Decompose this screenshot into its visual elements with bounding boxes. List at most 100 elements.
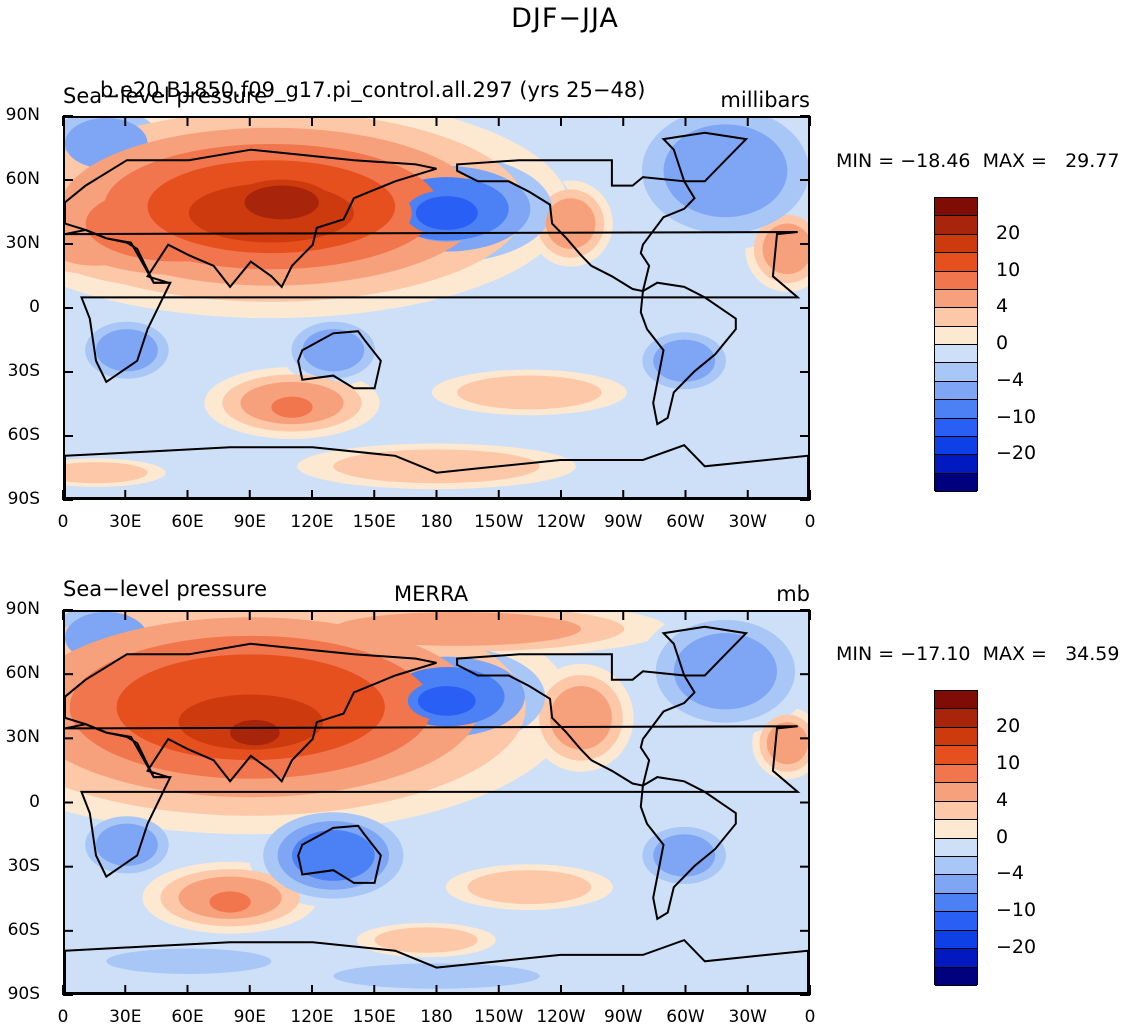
- colorbar-label: −10: [996, 405, 1037, 428]
- colorbar-segment: [935, 345, 977, 364]
- colorbar-label: 20: [996, 221, 1021, 244]
- colorbar-label: 0: [996, 332, 1009, 354]
- coastline: [297, 330, 382, 390]
- panel-units-label: millibars: [720, 88, 810, 112]
- panel-units-label: mb: [776, 582, 810, 606]
- lon-tick-label: 180: [420, 1007, 453, 1027]
- min-max-readout: MIN = −17.10 MAX = 34.59: [836, 643, 1120, 665]
- lon-tick-label: 30W: [728, 1007, 767, 1027]
- lat-tick-label: 60S: [7, 919, 40, 940]
- colorbar-segment: [935, 381, 977, 401]
- lon-tick-label: 150W: [474, 512, 524, 532]
- colorbar-segment: [935, 473, 977, 492]
- contour-region: [230, 719, 280, 746]
- colorbar-label: 4: [996, 788, 1009, 811]
- contour-region: [333, 612, 581, 646]
- colorbar-label: −4: [996, 368, 1025, 391]
- lon-tick-label: 60E: [171, 512, 204, 532]
- contour-region: [333, 963, 540, 989]
- lon-tick-label: 180: [420, 512, 453, 532]
- min-max-readout: MIN = −18.46 MAX = 29.77: [836, 150, 1120, 172]
- colorbar-segment: [935, 326, 977, 345]
- coastline: [65, 938, 808, 993]
- lon-tick-label: 90E: [233, 1007, 266, 1027]
- lon-tick-label: 60W: [666, 1007, 705, 1027]
- contour-region: [95, 329, 158, 372]
- colorbar-label: −4: [996, 862, 1025, 885]
- contour-region: [550, 686, 612, 750]
- colorbar-segment: [935, 198, 977, 217]
- colorbar-segment: [935, 949, 977, 968]
- contour-region: [498, 424, 623, 446]
- panel-case-title: MERRA: [394, 582, 469, 606]
- coastline: [661, 625, 749, 677]
- colorbar-segment: [935, 893, 977, 913]
- lat-tick-label: 90N: [5, 105, 40, 125]
- coastline: [65, 228, 801, 384]
- colorbar-segment: [935, 912, 977, 931]
- contour-region: [457, 375, 602, 410]
- lat-tick-label: 90N: [5, 599, 40, 619]
- map-plot: [63, 116, 810, 500]
- lon-tick-label: 0: [57, 512, 69, 532]
- colorbar-segment: [935, 455, 977, 474]
- colorbar-segment: [935, 727, 977, 747]
- colorbar-segment: [935, 436, 977, 456]
- map-plot: [63, 610, 810, 995]
- lat-tick-label: 30N: [5, 233, 40, 253]
- colorbar: [934, 690, 978, 986]
- colorbar-segment: [935, 856, 977, 876]
- lat-tick-label: 0: [29, 791, 40, 812]
- coastline: [456, 159, 696, 293]
- colorbar-segment: [935, 691, 977, 710]
- colorbar-segment: [935, 216, 977, 235]
- colorbar-segment: [935, 746, 977, 765]
- lon-tick-label: 120E: [290, 512, 334, 532]
- colorbar-label: −10: [996, 899, 1037, 922]
- coastline: [65, 444, 808, 498]
- colorbar-label: −20: [996, 442, 1037, 465]
- colorbar-segment: [935, 253, 977, 272]
- colorbar-segment: [935, 234, 977, 254]
- lon-tick-label: 90W: [604, 1007, 643, 1027]
- panel-variable-label: Sea−level pressure: [63, 577, 268, 601]
- coastline: [65, 148, 437, 289]
- contour-region: [65, 462, 148, 484]
- coastline: [456, 653, 696, 787]
- colorbar: [934, 197, 978, 492]
- lon-tick-label: 90E: [233, 512, 266, 532]
- contour-region: [271, 396, 313, 418]
- colorbar-segment: [935, 308, 977, 327]
- contour-region: [415, 196, 478, 230]
- colorbar-segment: [935, 709, 977, 728]
- lat-tick-label: 30N: [5, 727, 40, 748]
- colorbar-segment: [935, 418, 977, 437]
- lon-tick-label: 0: [804, 1007, 816, 1027]
- lon-tick-label: 0: [804, 512, 816, 532]
- colorbar-segment: [935, 783, 977, 802]
- colorbar-segment: [935, 764, 977, 784]
- coastline: [65, 642, 437, 784]
- coastline: [297, 824, 382, 884]
- lat-tick-label: 90S: [7, 489, 40, 509]
- lat-tick-label: 0: [29, 297, 40, 317]
- figure-title: DJF−JJA: [511, 3, 619, 34]
- contour-region: [95, 823, 158, 866]
- contour-region: [417, 686, 476, 716]
- colorbar-segment: [935, 930, 977, 950]
- lon-tick-label: 120E: [290, 1007, 334, 1027]
- lat-tick-label: 30S: [7, 361, 40, 381]
- lon-tick-label: 120W: [536, 512, 586, 532]
- contour-region: [244, 185, 319, 220]
- lat-tick-label: 60S: [7, 425, 40, 445]
- colorbar-segment: [935, 363, 977, 382]
- contour-region: [673, 633, 778, 710]
- colorbar-label: 10: [996, 258, 1021, 281]
- contour-region: [467, 870, 592, 905]
- lon-tick-label: 30E: [109, 512, 142, 532]
- contour-region: [292, 830, 375, 881]
- colorbar-segment: [935, 838, 977, 857]
